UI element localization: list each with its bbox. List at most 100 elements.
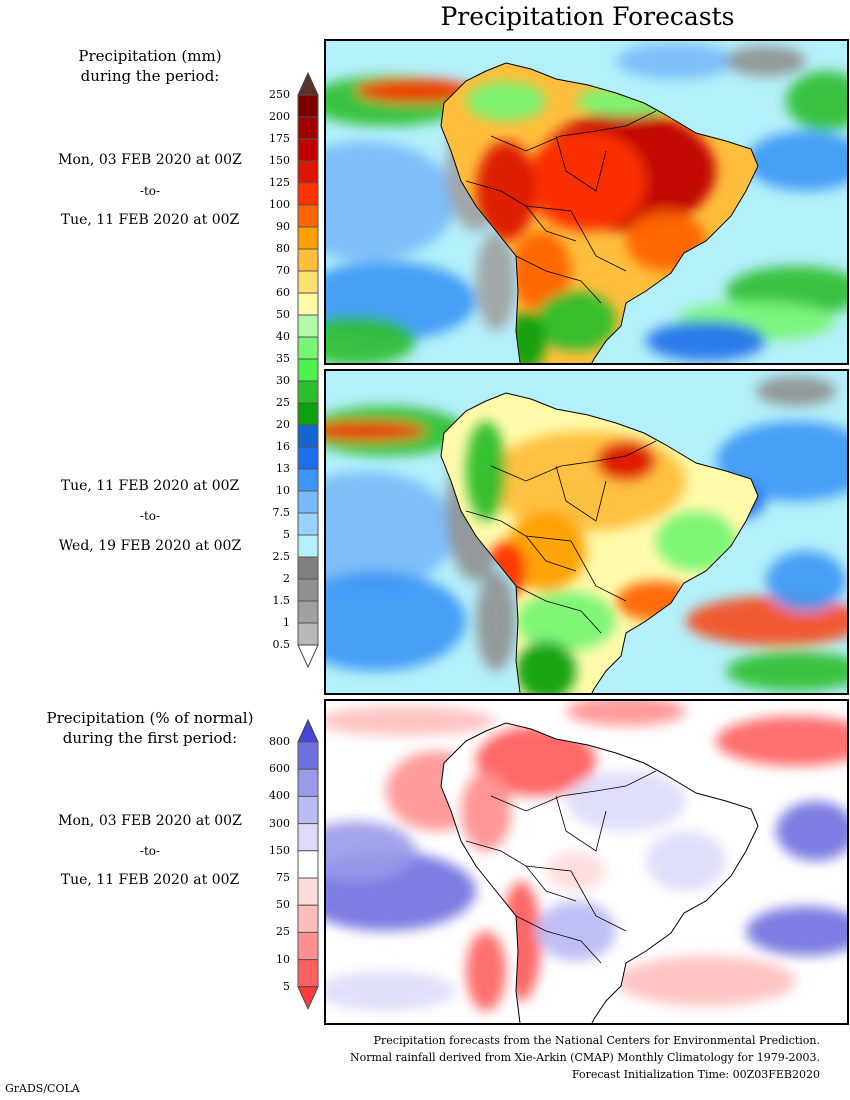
country-border [555,795,607,852]
period3-sep: -to- [139,844,161,858]
colorbar-tick-label: 5 [283,528,290,541]
colorbar-bottom-triangle [297,644,319,669]
map-precip-percent-normal [324,699,849,1025]
colorbar-swatch [297,270,319,294]
country-border [515,585,602,634]
colorbar-swatch [297,490,319,514]
colorbar-tick-label: 2 [283,572,290,585]
colorbar-swatch [297,182,319,206]
colorbar-swatch [297,850,319,879]
precip-field [646,831,726,891]
precip-field [646,321,766,361]
precip-field [466,81,546,121]
coastline [440,62,759,363]
precip-field [326,316,416,363]
colorbar-swatch [297,904,319,933]
precip-field [516,641,576,693]
precip-field [756,376,836,406]
colorbar-tick-label: 75 [276,871,290,884]
precip-field [616,956,796,1006]
colorbar-tick-label: 30 [276,374,290,387]
precip-field [466,421,506,521]
colorbar-tick-label: 150 [269,154,290,167]
precip-field [476,231,516,331]
colorbar-tick-label: 1 [283,616,290,629]
precip-field [616,43,736,79]
colorbar-tick-label: 200 [269,110,290,123]
precip-field [466,931,506,1011]
colorbar-tick-label: 300 [269,816,290,830]
precip-field [746,906,847,956]
colorbar-tick-label: 50 [276,308,290,321]
precip-field [356,79,476,103]
colorbar-swatch [297,468,319,492]
colorbar-tick-label: 800 [269,735,290,748]
colorbar-tick-label: 2.5 [272,550,291,563]
country-border [490,110,657,152]
colorbar-tick-label: 175 [269,132,290,145]
colorbar-swatch [297,446,319,470]
precip-field [536,901,616,961]
colorbar-swatch [297,512,319,536]
colorbar-top-triangle [297,71,319,96]
map-precip-period2 [324,369,849,695]
colorbar-tick-label: 70 [276,264,290,277]
colorbar-tick-label: 16 [276,440,290,453]
colorbar-swatch [297,292,319,316]
precip-field [746,131,847,191]
credit: GrADS/COLA [5,1082,80,1095]
precip-field [476,726,596,796]
precip-field [326,706,496,736]
colorbar-tick-label: 50 [276,898,290,912]
map-precip-period1 [324,39,849,365]
period3-end: Tue, 11 FEB 2020 at 00Z [60,872,240,888]
legend-pct-heading-line2: during the first period: [62,729,238,747]
precip-field [546,851,606,891]
colorbar-swatch [297,556,319,580]
colorbar-swatch [297,578,319,602]
colorbar-tick-label: 25 [276,925,290,939]
precip-field [326,821,416,881]
colorbar-swatch [297,116,319,140]
colorbar-swatch [297,622,319,646]
country-border [490,770,657,812]
period1-sep: -to- [139,184,161,198]
footer-line2: Normal rainfall derived from Xie-Arkin (… [350,1051,820,1064]
colorbar-tick-label: 150 [269,843,290,857]
precip-field [461,771,511,851]
precip-field [536,291,616,351]
legend-mm-heading-line2: during the period: [80,67,220,85]
country-border [555,465,607,522]
country-border [555,135,607,192]
colorbar-swatch [297,94,319,118]
precip-field [566,771,686,831]
period1-end: Tue, 11 FEB 2020 at 00Z [60,212,240,228]
colorbar-pct [297,718,319,1011]
precip-field [476,141,536,241]
colorbar-swatch [297,314,319,338]
colorbar-swatch [297,226,319,250]
colorbar-swatch [297,959,319,988]
colorbar-swatch [297,336,319,360]
colorbar-tick-label: 80 [276,242,290,255]
colorbar-tick-label: 10 [276,952,290,966]
coastline [440,722,759,1023]
colorbar-mm [297,71,319,669]
legend-pct-heading: Precipitation (% of normal) during the f… [0,708,300,748]
precip-field [476,571,516,671]
colorbar-tick-label: 35 [276,352,290,365]
colorbar-tick-label: 60 [276,286,290,299]
precip-field [326,971,456,1011]
colorbar-tick-label: 0.5 [272,638,291,651]
precip-field [326,421,426,441]
colorbar-tick-label: 1.5 [272,594,291,607]
precip-field [566,701,686,726]
precip-field [596,441,656,481]
precip-field [516,591,616,651]
precip-field [726,651,847,691]
colorbar-tick-label: 5 [283,979,290,993]
colorbar-swatch [297,380,319,404]
colorbar-tick-label: 90 [276,220,290,233]
colorbar-swatch [297,768,319,797]
precip-field [326,141,456,261]
